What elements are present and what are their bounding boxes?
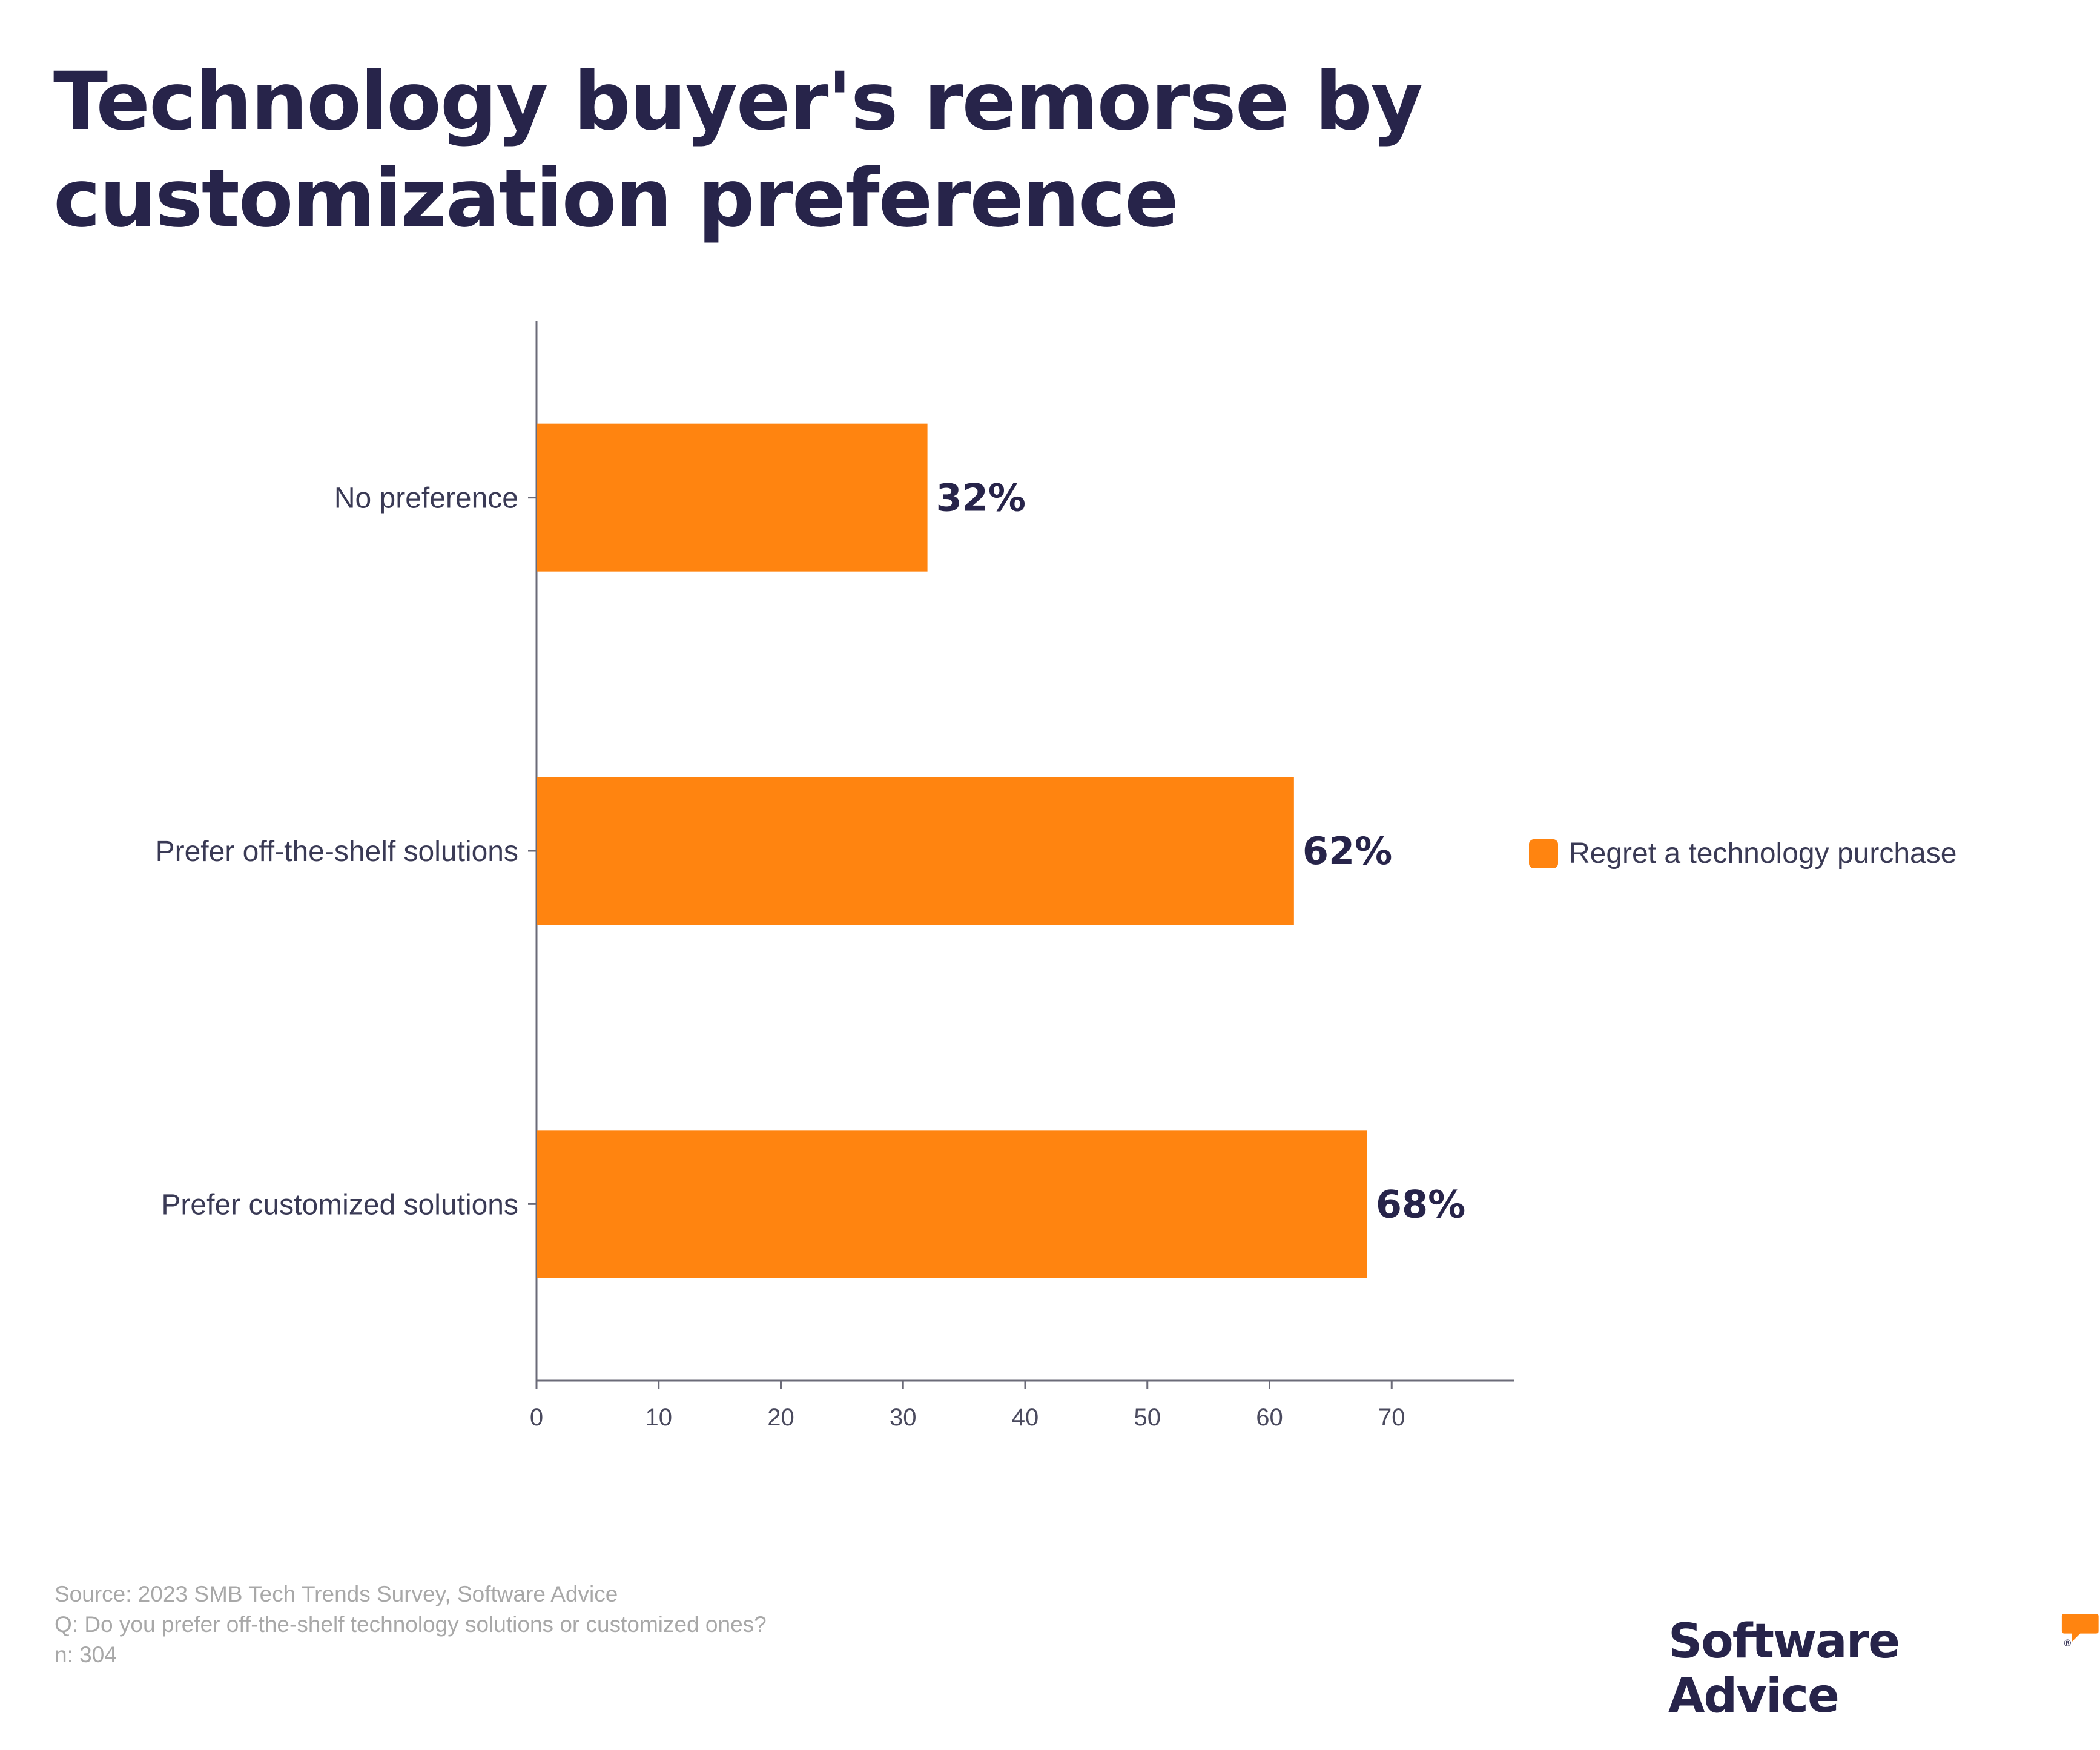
data-label: 62%	[1303, 829, 1392, 873]
bar	[537, 1130, 1367, 1278]
category-label: Prefer customized solutions	[161, 1189, 518, 1221]
legend-label: Regret a technology purchase	[1569, 837, 1957, 870]
speech-bubble-icon: ®	[2062, 1614, 2099, 1647]
x-tick-label: 40	[1012, 1404, 1039, 1431]
x-tick-label: 50	[1134, 1404, 1161, 1431]
x-tick-label: 10	[646, 1404, 673, 1431]
chart-title: Technology buyer's remorse by customizat…	[53, 55, 1423, 245]
software-advice-logo: Software Advice ®	[1668, 1614, 2100, 1723]
category-label: No preference	[334, 483, 518, 515]
bar	[537, 423, 928, 572]
x-tick-label: 30	[890, 1404, 917, 1431]
data-label: 68%	[1376, 1182, 1465, 1226]
x-tick-label: 70	[1378, 1404, 1405, 1431]
x-tick-label: 60	[1256, 1404, 1283, 1431]
data-label: 32%	[936, 476, 1026, 520]
registered-mark: ®	[2063, 1637, 2072, 1647]
bar	[537, 777, 1294, 925]
footnote-question: Q: Do you prefer off-the-shelf technolog…	[54, 1612, 767, 1637]
x-tick-label: 20	[767, 1404, 794, 1431]
x-tick-label: 0	[530, 1404, 543, 1431]
logo-text: Software Advice	[1668, 1614, 1900, 1723]
footnote-source: Source: 2023 SMB Tech Trends Survey, Sof…	[54, 1582, 618, 1606]
footnotes: Source: 2023 SMB Tech Trends Survey, Sof…	[54, 1579, 767, 1670]
category-label: Prefer off-the-shelf solutions	[156, 836, 518, 868]
footnote-sample-size: n: 304	[54, 1642, 117, 1667]
legend-swatch	[1529, 839, 1558, 868]
legend: Regret a technology purchase	[1529, 837, 1956, 870]
